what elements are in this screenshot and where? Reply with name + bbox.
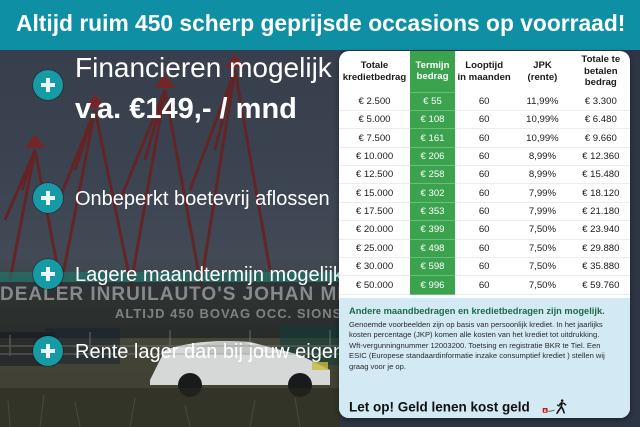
svg-text:B: B [543, 409, 546, 413]
svg-text:ALTIJD 450 BOVAG OCC. SIONS: ALTIJD 450 BOVAG OCC. SIONS [115, 306, 340, 321]
